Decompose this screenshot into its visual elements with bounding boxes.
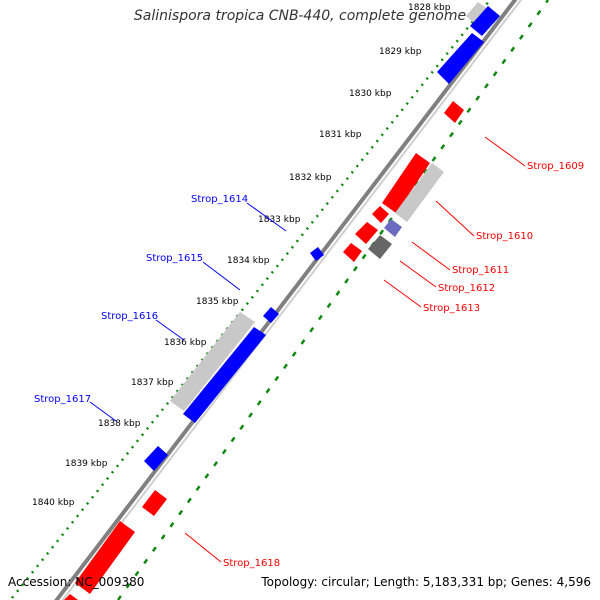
scale-label: 1834 kbp	[227, 256, 270, 266]
leader-line	[411, 241, 451, 271]
gene-arrow[interactable]	[263, 307, 279, 323]
gene-label-strop-1617[interactable]: Strop_1617	[34, 394, 91, 405]
scale-label: 1829 kbp	[379, 47, 422, 57]
scale-label: 1837 kbp	[131, 378, 174, 388]
scale-label: 1838 kbp	[98, 419, 141, 429]
gene-arrow strop-1612[interactable]	[384, 219, 402, 237]
gene-label-strop-1614[interactable]: Strop_1614	[191, 194, 248, 205]
gene-arrow[interactable]	[466, 2, 492, 28]
gene-arrow[interactable]	[142, 490, 167, 516]
scale-labels: 1828 kbp 1829 kbp 1830 kbp 1831 kbp 1832…	[32, 3, 451, 508]
scale-label: 1835 kbp	[196, 297, 239, 307]
outer-tick-ring	[11, 0, 491, 599]
genome-title: Salinispora tropica CNB-440, complete ge…	[133, 8, 467, 24]
gene-arrow strop-1618[interactable]	[75, 521, 135, 594]
gene-label-strop-1618[interactable]: Strop_1618	[223, 558, 280, 569]
leader-line	[246, 202, 287, 232]
genome-backbone-shadow	[61, 0, 523, 600]
gene-arrow[interactable]	[64, 594, 78, 600]
gene-arrow strop-1613[interactable]	[368, 235, 392, 259]
gene-arrow strop-1616[interactable]	[170, 312, 255, 411]
genome-summary: Topology: circular; Length: 5,183,331 bp…	[261, 575, 591, 589]
gene-label-strop-1616[interactable]: Strop_1616	[101, 311, 158, 322]
gene-arrow[interactable]	[437, 33, 484, 84]
gene-arrow[interactable]	[310, 247, 324, 261]
gene-label-strop-1610[interactable]: Strop_1610	[476, 231, 533, 242]
inner-tick-ring	[116, 0, 550, 600]
forward-genes	[144, 2, 500, 471]
scale-label: 1832 kbp	[289, 173, 332, 183]
leader-line	[155, 319, 185, 341]
gene-arrow strop-1610[interactable]	[382, 153, 430, 213]
gene-arrow[interactable]	[470, 6, 500, 36]
gene-arrow[interactable]	[144, 446, 168, 471]
gene-labels: Strop_1609 Strop_1610 Strop_1611 Strop_1…	[34, 161, 584, 569]
scale-label: 1831 kbp	[319, 130, 362, 140]
gene-label-strop-1613[interactable]: Strop_1613	[423, 303, 480, 314]
gene-label-strop-1611[interactable]: Strop_1611	[452, 265, 509, 276]
gene-label-strop-1609[interactable]: Strop_1609	[527, 161, 584, 172]
gene-arrow strop-1609[interactable]	[444, 101, 464, 123]
leader-line	[435, 200, 475, 237]
gene-arrow strop-1610[interactable]	[395, 163, 444, 222]
gene-arrow strop-1611[interactable]	[372, 206, 389, 223]
scale-label: 1840 kbp	[32, 498, 75, 508]
gene-label-strop-1612[interactable]: Strop_1612	[438, 283, 495, 294]
genome-backbone	[54, 0, 518, 600]
scale-label: 1830 kbp	[349, 89, 392, 99]
leader-line	[184, 532, 222, 563]
leader-line	[484, 136, 526, 167]
scale-label: 1839 kbp	[65, 459, 108, 469]
scale-label: 1836 kbp	[164, 338, 207, 348]
accession-label: Accession: NC_009380	[8, 575, 145, 589]
gene-arrow[interactable]	[343, 243, 362, 262]
scale-label: 1828 kbp	[408, 3, 451, 13]
leader-line	[202, 261, 241, 291]
reverse-genes	[64, 101, 464, 600]
gene-arrow strop-1612[interactable]	[355, 222, 378, 244]
scale-label: 1833 kbp	[258, 215, 301, 225]
leader-line	[399, 260, 437, 288]
leader-line	[383, 279, 422, 308]
leader-lines	[89, 136, 526, 563]
gene-label-strop-1615[interactable]: Strop_1615	[146, 253, 203, 264]
gene-arrow strop-1616[interactable]	[183, 327, 266, 423]
leader-line	[89, 401, 117, 422]
